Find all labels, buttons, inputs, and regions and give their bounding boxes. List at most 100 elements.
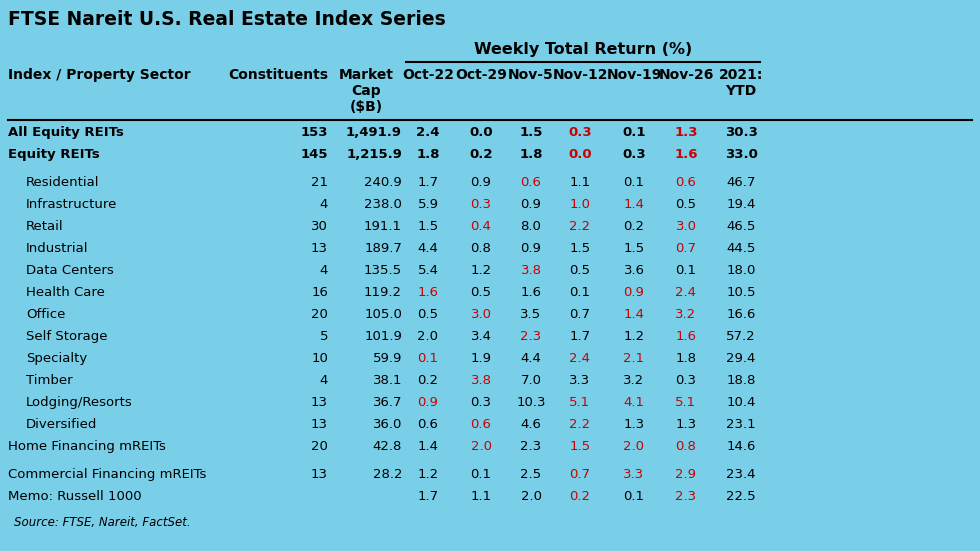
Text: 3.6: 3.6 (623, 264, 645, 277)
Text: 0.3: 0.3 (470, 396, 492, 409)
Text: All Equity REITs: All Equity REITs (8, 126, 123, 139)
Text: 0.1: 0.1 (470, 468, 492, 481)
Text: Weekly Total Return (%): Weekly Total Return (%) (474, 42, 692, 57)
Text: 57.2: 57.2 (726, 330, 756, 343)
Text: 2.0: 2.0 (623, 440, 645, 453)
Text: 0.1: 0.1 (569, 286, 591, 299)
Text: 1.5: 1.5 (569, 440, 591, 453)
Text: 0.7: 0.7 (569, 308, 591, 321)
Text: 0.6: 0.6 (470, 418, 491, 431)
Text: 1.2: 1.2 (623, 330, 645, 343)
Text: 1.4: 1.4 (623, 308, 645, 321)
Text: Self Storage: Self Storage (26, 330, 108, 343)
Text: 1.5: 1.5 (569, 242, 591, 255)
Text: 2.0: 2.0 (417, 330, 438, 343)
Text: 44.5: 44.5 (726, 242, 756, 255)
Text: 0.2: 0.2 (417, 374, 438, 387)
Text: Data Centers: Data Centers (26, 264, 114, 277)
Text: Nov-19: Nov-19 (607, 68, 662, 82)
Text: Oct-29: Oct-29 (455, 68, 507, 82)
Text: Oct-22: Oct-22 (402, 68, 454, 82)
Text: Memo: Russell 1000: Memo: Russell 1000 (8, 490, 142, 503)
Text: 238.0: 238.0 (365, 198, 402, 211)
Text: 0.5: 0.5 (675, 198, 697, 211)
Text: 2.4: 2.4 (416, 126, 440, 139)
Text: 3.0: 3.0 (470, 308, 492, 321)
Text: 0.1: 0.1 (675, 264, 697, 277)
Text: 0.9: 0.9 (520, 198, 541, 211)
Text: 2.5: 2.5 (520, 468, 542, 481)
Text: 3.3: 3.3 (569, 374, 591, 387)
Text: 0.5: 0.5 (417, 308, 438, 321)
Text: 2.2: 2.2 (569, 220, 591, 233)
Text: 145: 145 (301, 148, 328, 161)
Text: 3.0: 3.0 (675, 220, 697, 233)
Text: 4.4: 4.4 (520, 352, 541, 365)
Text: 1.4: 1.4 (417, 440, 438, 453)
Text: 1.5: 1.5 (417, 220, 439, 233)
Text: 13: 13 (311, 468, 328, 481)
Text: 0.2: 0.2 (623, 220, 645, 233)
Text: 1.2: 1.2 (417, 468, 439, 481)
Text: FTSE Nareit U.S. Real Estate Index Series: FTSE Nareit U.S. Real Estate Index Serie… (8, 10, 446, 29)
Text: Nov-5: Nov-5 (508, 68, 554, 82)
Text: 0.7: 0.7 (675, 242, 697, 255)
Text: 38.1: 38.1 (372, 374, 402, 387)
Text: 2021:
YTD: 2021: YTD (718, 68, 763, 98)
Text: 3.3: 3.3 (623, 468, 645, 481)
Text: 0.0: 0.0 (469, 126, 493, 139)
Text: Constituents: Constituents (228, 68, 328, 82)
Text: 16.6: 16.6 (726, 308, 756, 321)
Text: 20: 20 (311, 440, 328, 453)
Text: 2.0: 2.0 (470, 440, 492, 453)
Text: 1.4: 1.4 (623, 198, 645, 211)
Text: Home Financing mREITs: Home Financing mREITs (8, 440, 166, 453)
Text: 1,215.9: 1,215.9 (346, 148, 402, 161)
Text: 2.9: 2.9 (675, 468, 697, 481)
Text: 191.1: 191.1 (364, 220, 402, 233)
Text: Diversified: Diversified (26, 418, 97, 431)
Text: 1.3: 1.3 (623, 418, 645, 431)
Text: 4.6: 4.6 (520, 418, 541, 431)
Text: 13: 13 (311, 418, 328, 431)
Text: 1.8: 1.8 (416, 148, 440, 161)
Text: 135.5: 135.5 (364, 264, 402, 277)
Text: Specialty: Specialty (26, 352, 87, 365)
Text: 153: 153 (301, 126, 328, 139)
Text: 0.2: 0.2 (569, 490, 591, 503)
Text: Retail: Retail (26, 220, 64, 233)
Text: 0.3: 0.3 (622, 148, 646, 161)
Text: 4.4: 4.4 (417, 242, 438, 255)
Text: 5.1: 5.1 (675, 396, 697, 409)
Text: 1.7: 1.7 (417, 490, 439, 503)
Text: Source: FTSE, Nareit, FactSet.: Source: FTSE, Nareit, FactSet. (14, 516, 191, 529)
Text: 2.3: 2.3 (675, 490, 697, 503)
Text: 1.6: 1.6 (674, 148, 698, 161)
Text: 1.1: 1.1 (470, 490, 492, 503)
Text: 10.5: 10.5 (726, 286, 756, 299)
Text: 0.0: 0.0 (568, 148, 592, 161)
Text: 42.8: 42.8 (372, 440, 402, 453)
Text: 1.8: 1.8 (519, 148, 543, 161)
Text: Lodging/Resorts: Lodging/Resorts (26, 396, 132, 409)
Text: Timber: Timber (26, 374, 73, 387)
Text: Market
Cap
($B): Market Cap ($B) (338, 68, 394, 115)
Text: 1.5: 1.5 (623, 242, 645, 255)
Text: 2.4: 2.4 (569, 352, 591, 365)
Text: 7.0: 7.0 (520, 374, 542, 387)
Text: 10.4: 10.4 (726, 396, 756, 409)
Text: 2.3: 2.3 (520, 330, 542, 343)
Text: 5: 5 (319, 330, 328, 343)
Text: 10: 10 (311, 352, 328, 365)
Text: 3.2: 3.2 (623, 374, 645, 387)
Text: 0.7: 0.7 (569, 468, 591, 481)
Text: 1,491.9: 1,491.9 (346, 126, 402, 139)
Text: 5.9: 5.9 (417, 198, 438, 211)
Text: 105.0: 105.0 (365, 308, 402, 321)
Text: 0.3: 0.3 (675, 374, 697, 387)
Text: Residential: Residential (26, 176, 100, 189)
Text: 1.6: 1.6 (417, 286, 438, 299)
Text: 13: 13 (311, 396, 328, 409)
Text: 101.9: 101.9 (365, 330, 402, 343)
Text: 0.8: 0.8 (675, 440, 697, 453)
